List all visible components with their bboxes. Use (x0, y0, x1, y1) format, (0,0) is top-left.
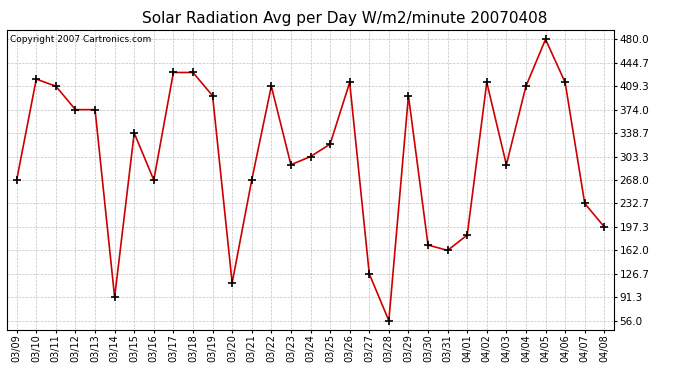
Text: Solar Radiation Avg per Day W/m2/minute 20070408: Solar Radiation Avg per Day W/m2/minute … (142, 11, 548, 26)
Text: Copyright 2007 Cartronics.com: Copyright 2007 Cartronics.com (10, 34, 151, 44)
